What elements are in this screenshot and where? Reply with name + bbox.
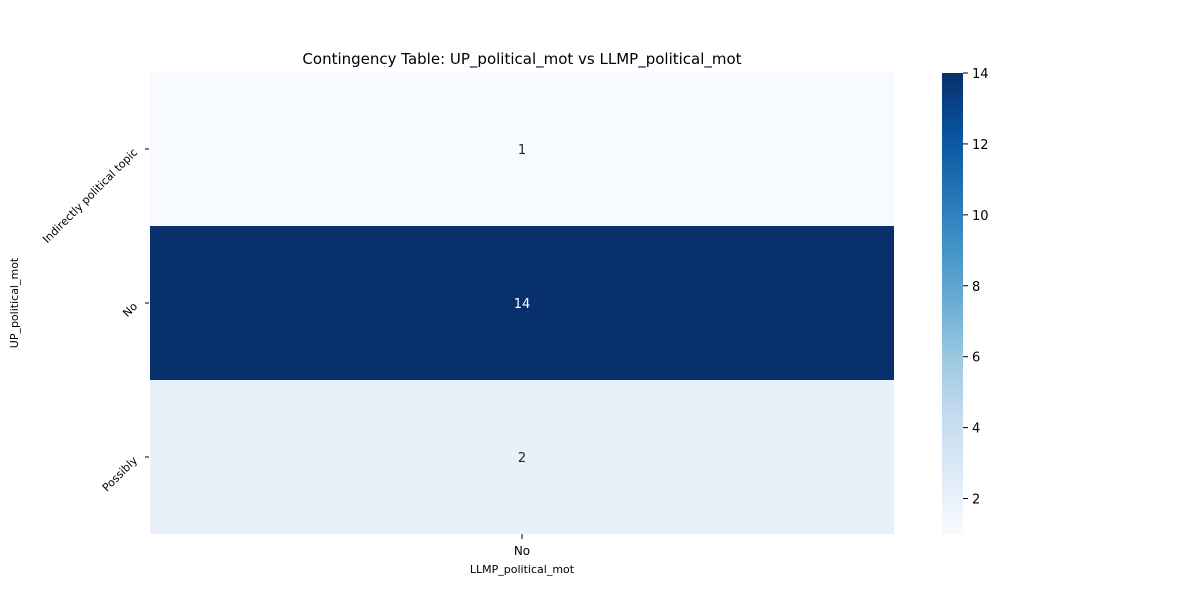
colorbar-ticks: 2 4 6 8 10 12 14 [963, 67, 989, 508]
colorbar: 2 4 6 8 10 12 14 [942, 67, 989, 534]
cell-value-label: 14 [514, 297, 531, 312]
y-tick-label: Indirectly political topic [40, 146, 140, 246]
colorbar-tick-label: 14 [972, 67, 989, 82]
y-tick-label: Possibly [100, 454, 141, 495]
cell-value-label: 1 [518, 143, 526, 158]
y-tick-label: No [120, 300, 140, 320]
heatmap-cells: 1 14 2 [150, 72, 894, 534]
y-axis-ticks: Indirectly political topic No Possibly [40, 146, 149, 494]
y-axis-label: UP_political_mot [8, 257, 21, 348]
colorbar-tick-label: 12 [972, 138, 989, 153]
colorbar-tick-label: 4 [972, 422, 980, 437]
colorbar-tick-label: 10 [972, 209, 989, 224]
heatmap-cell [150, 380, 894, 534]
colorbar-tick-label: 8 [972, 280, 980, 295]
x-tick-label: No [514, 544, 530, 558]
heatmap-cell [150, 226, 894, 380]
x-axis-ticks: No [514, 534, 530, 558]
heatmap-cell [150, 72, 894, 226]
x-axis-label: LLMP_political_mot [470, 563, 575, 576]
colorbar-tick-label: 2 [972, 493, 980, 508]
colorbar-gradient [942, 73, 963, 534]
colorbar-tick-label: 6 [972, 351, 980, 366]
chart-title: Contingency Table: UP_political_mot vs L… [302, 50, 741, 69]
cell-value-label: 2 [518, 451, 526, 466]
